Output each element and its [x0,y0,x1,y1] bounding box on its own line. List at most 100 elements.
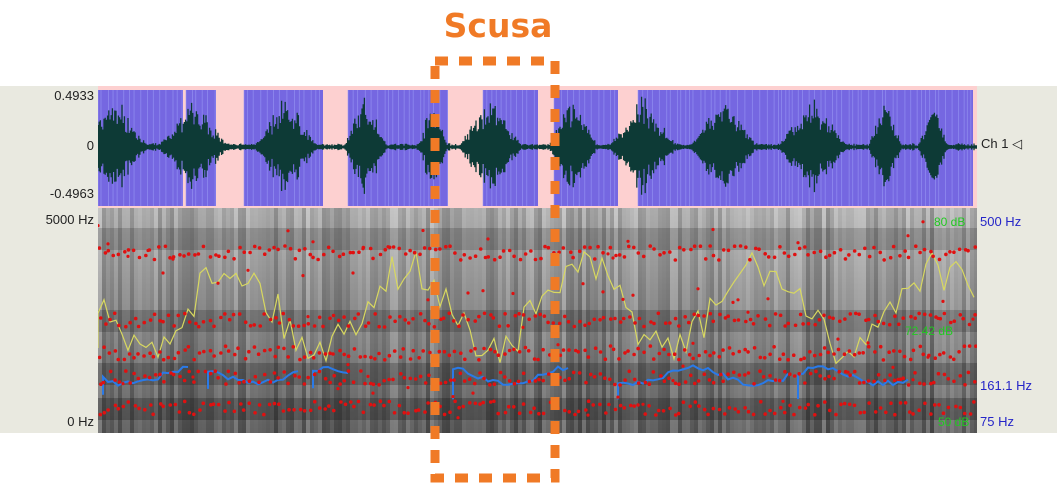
formant-dot [942,372,947,377]
formant-dot [258,324,263,328]
formant-dot [421,349,426,353]
formant-dot [623,378,627,382]
formant-dot [659,374,663,378]
spectral-column [362,208,366,433]
channel-label[interactable]: Ch 1 ◁ [981,136,1023,151]
formant-dot [948,355,953,359]
formant-dot [598,350,603,354]
spectral-column [146,208,150,433]
formant-dot [478,247,483,251]
formant-dot [541,411,546,416]
spectral-column [590,208,594,433]
formant-dot [911,378,915,382]
formant-dot [857,252,862,257]
formant-dot [941,411,946,415]
formant-dot [451,319,456,323]
formant-dot [212,324,216,329]
formant-dot [298,357,302,362]
spectral-column [166,208,170,433]
formant-dot [151,354,156,359]
formant-dot [858,410,863,415]
formant-dot [577,371,582,375]
formant-dot [913,316,918,320]
formant-dot [696,287,700,291]
formant-dot [788,372,792,376]
formant-dot [696,313,701,318]
formant-dot [507,348,512,353]
spectral-column [762,208,766,433]
formant-dot [168,403,173,407]
formant-dot [223,255,227,260]
annotation-dashed-box [430,56,560,483]
formant-dot [546,320,550,325]
formant-dot [618,403,623,408]
formant-dot [236,346,240,350]
formant-dot [521,371,526,376]
formant-dot [922,312,927,317]
spectral-column [910,208,914,433]
formant-dot [276,345,281,350]
formant-dot [853,311,858,316]
formant-dot [752,382,756,386]
formant-dot [583,323,587,328]
formant-dot [762,356,767,360]
formant-dot [671,379,675,383]
formant-dot [848,373,852,377]
formant-dot [359,369,363,373]
formant-dot [878,344,883,349]
formant-dot [676,411,681,416]
formant-dot [98,355,102,360]
formant-dot [631,293,635,297]
formant-dot [649,320,653,324]
formant-dot [651,370,656,374]
formant-dot [878,250,883,255]
formant-dot [972,380,977,384]
spectral-column [426,208,430,433]
formant-dot [873,313,877,318]
spectral-column [586,208,590,433]
formant-dot [406,386,410,390]
spectrogram-area[interactable] [98,208,977,433]
formant-dot [406,411,410,415]
waveform-plot [98,90,977,206]
formant-dot [496,411,500,416]
formant-dot [437,349,442,354]
formant-dot [211,402,216,406]
formant-dot [663,321,668,325]
formant-dot [208,318,213,323]
formant-dot [257,380,261,385]
formant-dot [501,249,506,253]
formant-dot [152,257,157,262]
formant-dot [898,401,903,405]
formant-dot [473,319,478,323]
formant-dot [488,400,493,404]
formant-top-label: 500 Hz [980,214,1022,229]
formant-dot [637,316,642,321]
formant-dot [692,244,697,248]
spectral-column [934,208,938,433]
formant-dot [952,379,956,384]
spectral-column [258,208,262,433]
spectral-column [510,208,514,433]
formant-dot [413,377,418,381]
formant-dot [331,408,336,413]
formant-dot [361,247,365,251]
formant-dot [967,322,972,327]
formant-dot [346,369,351,373]
formant-dot [517,312,521,316]
formant-dot [311,240,315,244]
formant-dot [636,403,640,407]
formant-dot [533,314,538,318]
formant-dot [721,248,726,252]
formant-dot [857,381,862,385]
waveform-area[interactable] [98,86,977,208]
formant-dot [928,313,933,317]
formant-dot [673,258,678,262]
formant-dot [657,351,662,356]
formant-dot [546,245,551,250]
formant-dot [182,378,187,383]
formant-dot [149,403,153,407]
formant-dot [887,322,892,327]
formant-dot [371,391,375,395]
formant-dot [513,313,518,318]
